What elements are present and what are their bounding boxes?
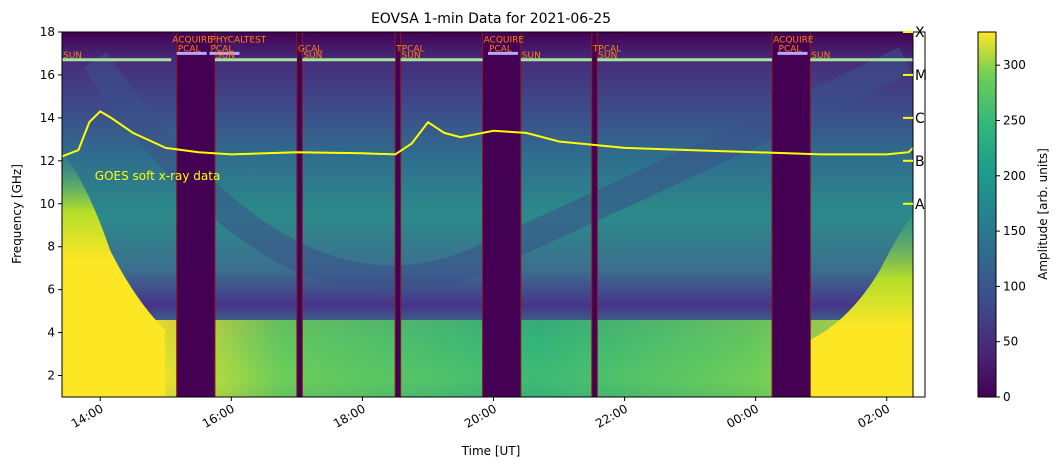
data-gap [176, 32, 216, 397]
scan-label: SUN [216, 51, 235, 61]
x-axis-label: Time [UT] [461, 444, 521, 458]
colorbar-tick-label: 50 [1003, 335, 1018, 349]
scan-label: ACQUIRE [172, 36, 213, 46]
colorbar-label: Amplitude [arb. units] [1036, 148, 1050, 280]
colorbar-tick-label: 0 [1003, 390, 1011, 404]
y-tick-label: 4 [47, 326, 55, 340]
data-gap [591, 32, 598, 397]
data-gap [296, 32, 303, 397]
goes-class-axis: X M C B A [903, 25, 927, 398]
scan-label: PCAL [779, 44, 802, 54]
scan-label: PCAL [210, 44, 233, 54]
y-tick-label: 2 [47, 369, 55, 383]
spectrogram-plot: SUNACQUIREPCALPHYCALTESTPCALSUNGCALSUNTP… [62, 32, 925, 397]
goes-class-label: A [915, 197, 925, 213]
data-gap [394, 32, 402, 397]
burst-region-left [62, 150, 165, 397]
x-tick-label: 20:00 [462, 401, 499, 430]
data-gap [771, 32, 811, 397]
y-tick-label: 18 [40, 25, 55, 39]
colorbar-tick-label: 250 [1003, 113, 1026, 127]
scan-label: TPCAL [395, 44, 424, 54]
x-tick-label: 22:00 [593, 401, 630, 430]
colorbar-tick-label: 200 [1003, 169, 1026, 183]
y-axis-label: Frequency [GHz] [10, 164, 24, 264]
y-tick-label: 12 [40, 154, 55, 168]
scan-label: SUN [811, 51, 830, 61]
x-tick-label: 16:00 [200, 401, 237, 430]
goes-class-label: C [915, 111, 925, 127]
burst-region-right [810, 200, 925, 397]
y-tick-label: 16 [40, 68, 55, 82]
x-tick-label: 00:00 [724, 401, 761, 430]
goes-xray-curve [62, 110, 921, 158]
goes-class-label: M [915, 68, 927, 84]
data-gap [482, 32, 522, 397]
goes-class-label: X [915, 25, 925, 41]
y-tick-label: 6 [47, 283, 55, 297]
y-tick-label: 8 [47, 240, 55, 254]
goes-curve-label: GOES soft x-ray data [95, 169, 221, 183]
scan-label: PHYCALTEST [210, 36, 266, 46]
colorbar: 0 50 100 150 200 250 300 [977, 31, 1026, 404]
scan-label: SUN [303, 51, 322, 61]
scan-label: SUN [63, 51, 82, 61]
scan-label: ACQUIRE [773, 36, 814, 46]
chart-title: EOVSA 1-min Data for 2021-06-25 [371, 11, 611, 27]
y-tick-label: 14 [40, 111, 55, 125]
scan-label: SUN [598, 51, 617, 61]
scan-label: TPCAL [592, 44, 621, 54]
scan-label: SUN [402, 51, 421, 61]
x-tick-label: 14:00 [69, 401, 106, 430]
scan-label: ACQUIRE [484, 36, 525, 46]
x-axis: 14:00 16:00 18:00 20:00 22:00 00:00 02:00 [69, 397, 892, 431]
scan-label: GCAL [298, 44, 322, 54]
goes-class-strip [912, 31, 926, 398]
goes-class-label: B [915, 154, 925, 170]
scan-label: SUN [522, 51, 541, 61]
colorbar-tick-label: 150 [1003, 224, 1026, 238]
colorbar-tick-label: 300 [1003, 58, 1026, 72]
x-tick-label: 18:00 [331, 401, 368, 430]
scan-label: PCAL [178, 44, 201, 54]
colorbar-gradient [977, 31, 997, 398]
x-tick-label: 02:00 [855, 401, 892, 430]
y-tick-label: 10 [40, 197, 55, 211]
colorbar-tick-label: 100 [1003, 279, 1026, 293]
scan-label: PCAL [489, 44, 512, 54]
y-axis: 2 4 6 8 10 12 14 16 18 [40, 25, 62, 383]
